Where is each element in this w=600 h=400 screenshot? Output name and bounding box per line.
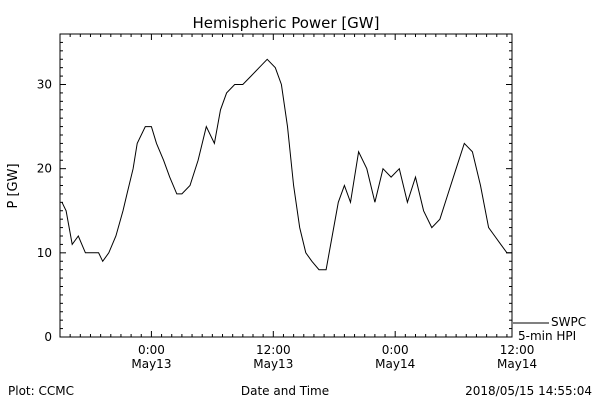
footer-timestamp: 2018/05/15 14:55:04 xyxy=(465,384,592,398)
y-axis-label: P [GW] xyxy=(6,163,21,208)
legend-label-swpc: SWPC xyxy=(551,315,586,329)
series-line-hpi xyxy=(61,58,512,271)
x-tick-label-date: May14 xyxy=(497,357,537,371)
x-axis-label: Date and Time xyxy=(241,384,329,398)
y-tick-label: 30 xyxy=(37,78,52,92)
y-axis: 0 10 20 30 xyxy=(37,33,512,344)
chart-title: Hemispheric Power [GW] xyxy=(193,14,380,32)
y-tick-label: 20 xyxy=(37,162,52,176)
y-tick-label: 0 xyxy=(44,330,52,344)
footer-plot-credit: Plot: CCMC xyxy=(8,384,74,398)
y-tick-label: 10 xyxy=(37,246,52,260)
x-tick-label-time: 12:00 xyxy=(256,343,291,357)
plot-frame xyxy=(59,33,513,338)
legend-label-hpi: 5-min HPI xyxy=(518,329,576,343)
x-tick-label-date: May13 xyxy=(131,357,171,371)
x-tick-label-date: May14 xyxy=(375,357,415,371)
x-axis: 0:00May1312:00May130:00May1412:00May140:… xyxy=(59,34,537,371)
x-tick-label-time: 12:00 xyxy=(500,343,535,357)
x-tick-label-date: May13 xyxy=(253,357,293,371)
x-tick-label-time: 0:00 xyxy=(138,343,165,357)
x-tick-label-time: 0:00 xyxy=(382,343,409,357)
